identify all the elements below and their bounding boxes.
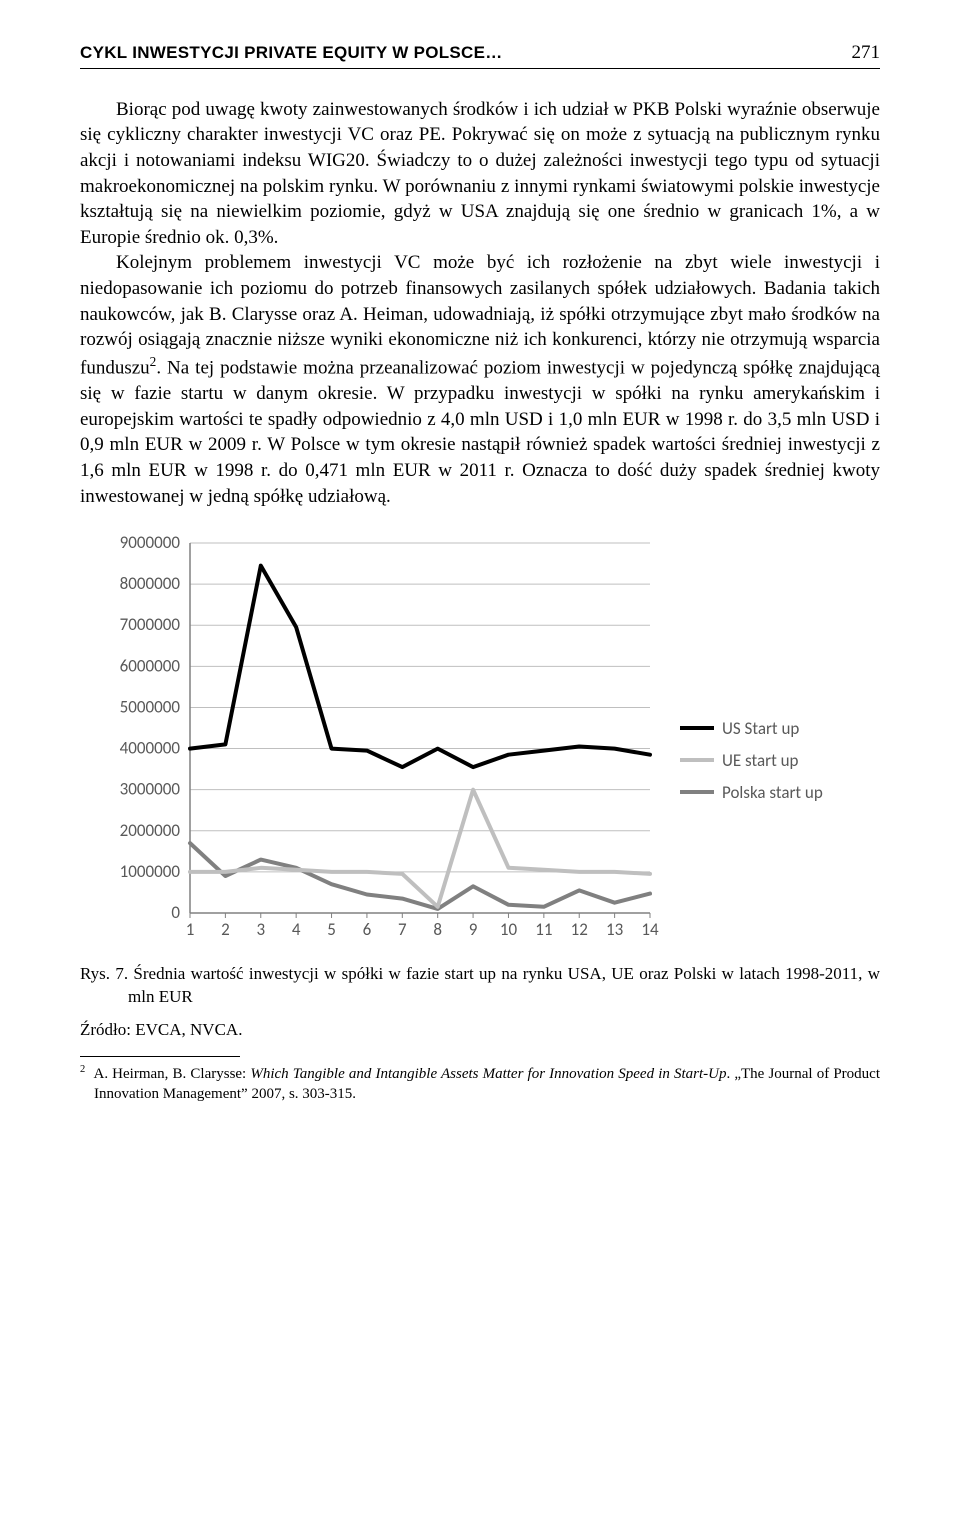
paragraph-2b: . Na tej podstawie można przeanalizować … (80, 357, 880, 506)
svg-text:13: 13 (606, 919, 623, 940)
source-label: Źródło: (80, 1020, 131, 1039)
svg-text:2000000: 2000000 (120, 820, 181, 841)
figure-source: Źródło: EVCA, NVCA. (80, 1019, 880, 1042)
svg-text:US Start up: US Start up (722, 718, 799, 739)
caption-text: Średnia wartość inwestycji w spółki w fa… (128, 964, 880, 1006)
footnote-text-a: A. Heirman, B. Clarysse: (93, 1066, 250, 1082)
footnote-number: 2 (80, 1064, 85, 1075)
svg-text:UE start up: UE start up (722, 750, 799, 771)
running-header: CYKL INWESTYCJI PRIVATE EQUITY W POLSCE…… (80, 40, 880, 69)
svg-text:6: 6 (363, 919, 372, 940)
svg-text:7: 7 (398, 919, 407, 940)
svg-text:0: 0 (171, 902, 180, 923)
svg-text:5: 5 (327, 919, 336, 940)
svg-text:3000000: 3000000 (120, 779, 181, 800)
page-number: 271 (852, 40, 881, 66)
svg-text:Polska start up: Polska start up (722, 782, 823, 803)
svg-text:8000000: 8000000 (120, 573, 181, 594)
source-text: EVCA, NVCA. (135, 1020, 242, 1039)
footnote-rule (80, 1056, 240, 1057)
svg-text:10: 10 (500, 919, 518, 940)
svg-text:9000000: 9000000 (120, 532, 181, 553)
header-title: CYKL INWESTYCJI PRIVATE EQUITY W POLSCE… (80, 42, 503, 65)
svg-text:1000000: 1000000 (120, 861, 181, 882)
paragraph-1: Biorąc pod uwagę kwoty zainwestowanych ś… (80, 97, 880, 251)
svg-text:8: 8 (433, 919, 442, 940)
svg-text:3: 3 (256, 919, 265, 940)
svg-text:11: 11 (535, 919, 552, 940)
figure-7: 0 1000000 2000000 3000000 4000000 5000000 6000… (80, 523, 880, 953)
svg-text:6000000: 6000000 (120, 656, 181, 677)
body-paragraphs: Biorąc pod uwagę kwoty zainwestowanych ś… (80, 97, 880, 510)
svg-text:12: 12 (571, 919, 588, 940)
svg-text:5000000: 5000000 (120, 697, 181, 718)
line-chart: 0 1000000 2000000 3000000 4000000 5000000 6000… (80, 523, 880, 953)
svg-text:9: 9 (469, 919, 478, 940)
figure-caption: Rys. 7. Średnia wartość inwestycji w spó… (80, 963, 880, 1009)
svg-text:4: 4 (292, 919, 301, 940)
footnote-text-italic: Which Tangible and Intangible Assets Mat… (250, 1066, 726, 1082)
svg-text:14: 14 (641, 919, 659, 940)
svg-text:4000000: 4000000 (120, 738, 181, 759)
footnote-2: 2 A. Heirman, B. Clarysse: Which Tangibl… (80, 1063, 880, 1105)
caption-label: Rys. 7. (80, 964, 128, 983)
svg-text:2: 2 (221, 919, 230, 940)
svg-text:7000000: 7000000 (120, 614, 181, 635)
svg-text:1: 1 (186, 919, 195, 940)
paragraph-2: Kolejnym problemem inwestycji VC może by… (80, 250, 880, 509)
